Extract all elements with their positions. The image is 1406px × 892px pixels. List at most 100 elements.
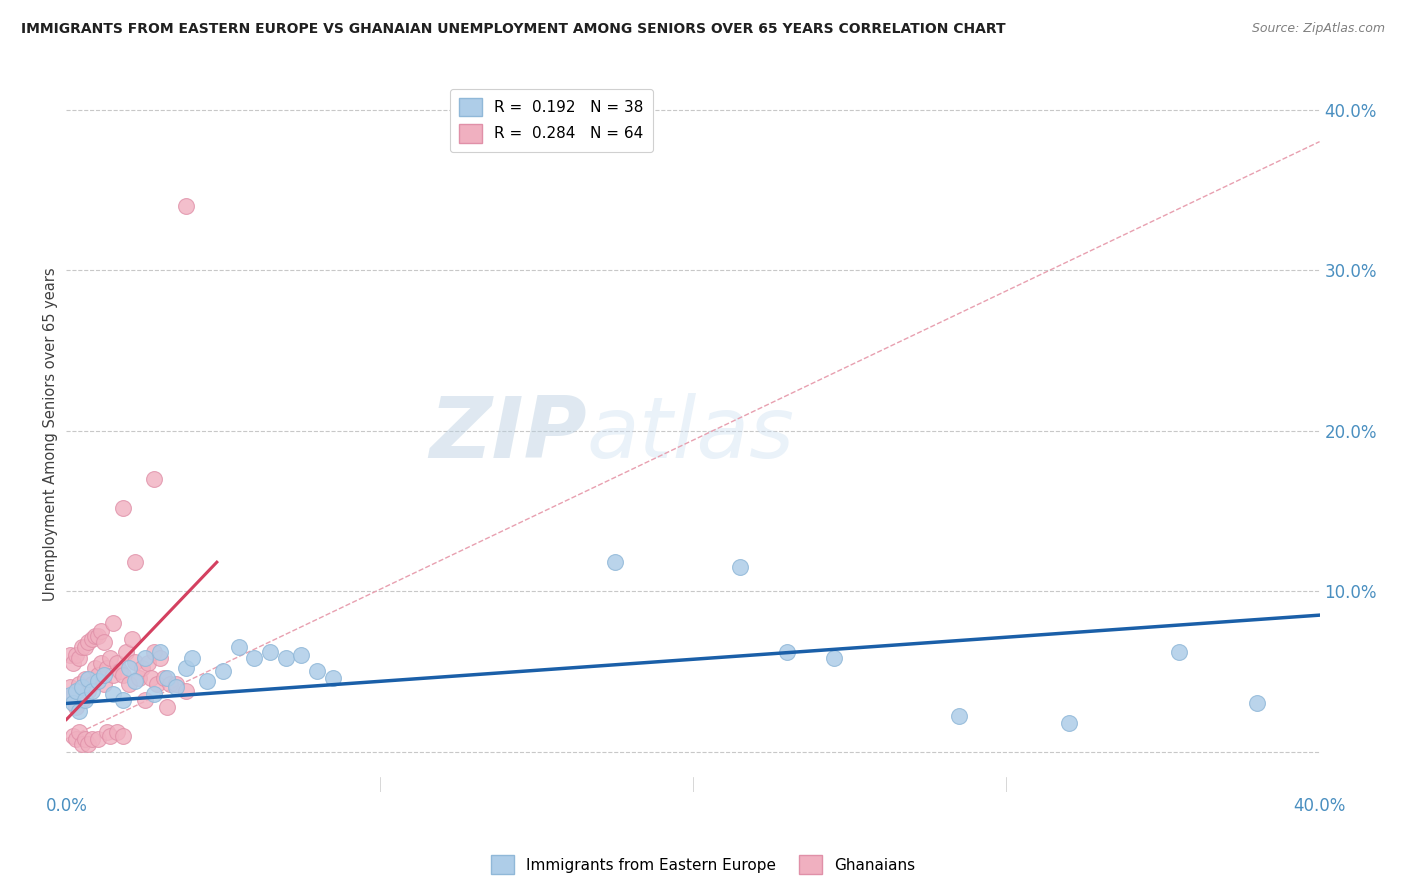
- Point: [58, 681, 80, 695]
- Point: [156, 671, 179, 685]
- Point: [149, 651, 172, 665]
- Point: [115, 645, 138, 659]
- Point: [67, 725, 90, 739]
- Point: [134, 651, 156, 665]
- Text: Source: ZipAtlas.com: Source: ZipAtlas.com: [1251, 22, 1385, 36]
- Point: [165, 677, 187, 691]
- Point: [259, 645, 281, 659]
- Point: [77, 635, 100, 649]
- Point: [83, 629, 105, 643]
- Point: [776, 645, 799, 659]
- Point: [307, 665, 329, 679]
- Point: [58, 689, 80, 703]
- Point: [290, 648, 312, 663]
- Point: [70, 640, 93, 655]
- Point: [96, 725, 118, 739]
- Point: [180, 651, 202, 665]
- Point: [124, 655, 146, 669]
- Point: [65, 699, 87, 714]
- Point: [93, 677, 115, 691]
- Point: [1246, 697, 1268, 711]
- Point: [87, 673, 110, 688]
- Point: [124, 555, 146, 569]
- Point: [65, 731, 87, 746]
- Point: [143, 645, 166, 659]
- Point: [322, 671, 344, 685]
- Point: [121, 632, 143, 647]
- Point: [131, 661, 153, 675]
- Point: [149, 645, 172, 659]
- Point: [118, 677, 141, 691]
- Point: [83, 661, 105, 675]
- Point: [58, 648, 80, 663]
- Point: [111, 667, 134, 681]
- Point: [128, 671, 150, 685]
- Point: [75, 673, 97, 687]
- Point: [105, 657, 128, 671]
- Point: [67, 677, 90, 691]
- Point: [80, 731, 103, 746]
- Point: [80, 677, 103, 691]
- Point: [139, 671, 162, 685]
- Point: [65, 683, 87, 698]
- Point: [62, 697, 84, 711]
- Point: [118, 661, 141, 675]
- Point: [65, 648, 87, 663]
- Point: [67, 651, 90, 665]
- Point: [87, 667, 110, 681]
- Point: [146, 677, 169, 691]
- Text: atlas: atlas: [586, 393, 794, 476]
- Text: IMMIGRANTS FROM EASTERN EUROPE VS GHANAIAN UNEMPLOYMENT AMONG SENIORS OVER 65 YE: IMMIGRANTS FROM EASTERN EUROPE VS GHANAI…: [21, 22, 1005, 37]
- Point: [124, 673, 146, 688]
- Point: [75, 693, 97, 707]
- Point: [111, 500, 134, 515]
- Point: [603, 555, 626, 569]
- Point: [156, 699, 179, 714]
- Point: [1167, 645, 1189, 659]
- Point: [70, 693, 93, 707]
- Legend: R =  0.192   N = 38, R =  0.284   N = 64: R = 0.192 N = 38, R = 0.284 N = 64: [450, 88, 652, 152]
- Text: ZIP: ZIP: [429, 393, 586, 476]
- Legend: Immigrants from Eastern Europe, Ghanaians: Immigrants from Eastern Europe, Ghanaian…: [485, 849, 921, 880]
- Point: [62, 729, 84, 743]
- Point: [70, 681, 93, 695]
- Point: [243, 651, 266, 665]
- Point: [143, 687, 166, 701]
- Y-axis label: Unemployment Among Seniors over 65 years: Unemployment Among Seniors over 65 years: [44, 268, 58, 601]
- Point: [62, 657, 84, 671]
- Point: [111, 729, 134, 743]
- Point: [62, 689, 84, 703]
- Point: [90, 657, 112, 671]
- Point: [823, 651, 845, 665]
- Point: [174, 683, 197, 698]
- Point: [80, 683, 103, 698]
- Point: [728, 560, 751, 574]
- Point: [105, 725, 128, 739]
- Point: [274, 651, 297, 665]
- Point: [93, 667, 115, 681]
- Point: [98, 651, 121, 665]
- Point: [90, 624, 112, 639]
- Point: [103, 667, 125, 681]
- Point: [228, 640, 250, 655]
- Point: [948, 709, 970, 723]
- Point: [103, 616, 125, 631]
- Point: [67, 705, 90, 719]
- Point: [77, 737, 100, 751]
- Point: [174, 199, 197, 213]
- Point: [108, 665, 131, 679]
- Point: [87, 731, 110, 746]
- Point: [77, 673, 100, 687]
- Point: [159, 677, 181, 691]
- Point: [1057, 715, 1080, 730]
- Point: [143, 472, 166, 486]
- Point: [75, 731, 97, 746]
- Point: [70, 737, 93, 751]
- Point: [98, 729, 121, 743]
- Point: [77, 683, 100, 698]
- Point: [103, 687, 125, 701]
- Point: [197, 673, 219, 688]
- Point: [75, 640, 97, 655]
- Point: [165, 681, 187, 695]
- Point: [174, 661, 197, 675]
